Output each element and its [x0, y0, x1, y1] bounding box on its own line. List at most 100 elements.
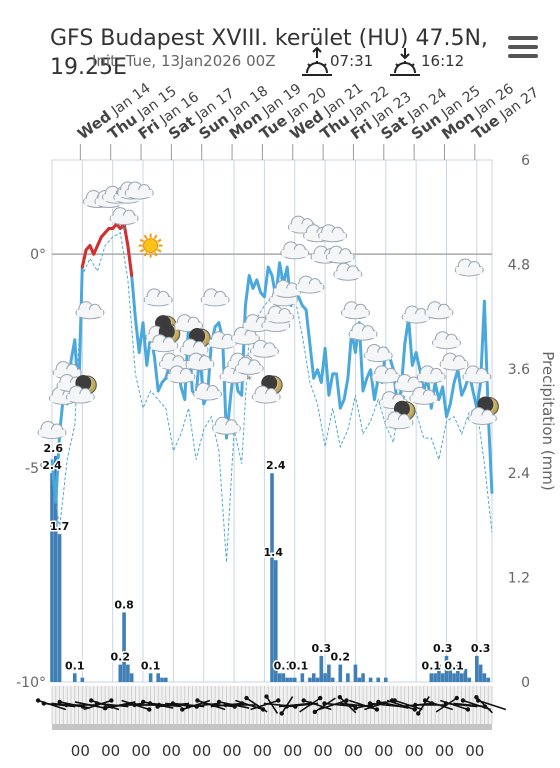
precip-bar [57, 534, 62, 682]
precip-bar [308, 677, 312, 682]
wind-arrow-shaft [477, 699, 507, 711]
temp-tick-label: 0° [30, 247, 46, 263]
model-init-time: Init: Tue, 13Jan2026 00Z [92, 52, 276, 70]
precip-bar [53, 455, 58, 682]
wind-arrow-head [474, 695, 479, 700]
sunset-icon [390, 48, 420, 76]
precip-bar [368, 677, 373, 682]
cloud-shape [160, 361, 187, 369]
wind-arrow-head [416, 711, 421, 716]
cloud-icon [230, 326, 260, 345]
wind-arrow-head [155, 704, 160, 709]
cloud-icon [185, 352, 215, 371]
cloud-icon [193, 382, 223, 401]
wind-arrow-head [276, 698, 281, 703]
cloud-shape [50, 395, 77, 403]
precip-value-label: 0.3 [471, 642, 491, 655]
wind-strip-bar [52, 724, 492, 730]
wind-arrow-head [147, 707, 152, 712]
snow-flake-mark: * [121, 224, 127, 237]
cloud-shape [266, 314, 293, 322]
precip-bar [353, 664, 358, 682]
wind-arrow-head [337, 695, 343, 700]
precip-axis-label: Precipitation (mm) [539, 351, 557, 490]
precipitation-bars [50, 455, 491, 682]
cloud-shape [175, 322, 202, 330]
cloud-icon [439, 352, 469, 371]
precip-bar [289, 677, 293, 682]
precip-bar [482, 673, 487, 682]
sun-disc [143, 238, 159, 254]
cloud-icon [416, 365, 446, 384]
precip-bar [285, 677, 289, 682]
wind-arrow-head [322, 701, 327, 706]
wind-arrow-shaft [324, 702, 357, 708]
wind-arrow-head [57, 699, 62, 705]
cloud-shape [395, 382, 422, 390]
precip-bar [463, 668, 468, 682]
cloud-shape [350, 331, 377, 339]
wind-arrow-shaft [246, 697, 268, 713]
cloud-shape [145, 296, 172, 304]
precip-tick-label: 1.2 [508, 571, 530, 587]
precip-bar [357, 677, 362, 682]
temperature-above-zero-segment [80, 248, 88, 269]
cloud-shape [281, 249, 308, 257]
cloud-icon [124, 181, 154, 200]
cloud-shape [312, 254, 339, 262]
cloud-icon [325, 245, 355, 264]
cloud-shape [150, 342, 177, 350]
cloud-icon [37, 421, 67, 440]
wind-arrow-head [367, 701, 373, 706]
precip-bar [327, 664, 331, 682]
precip-bar [156, 673, 161, 682]
cloud-icon [200, 288, 230, 307]
moon-cloud-icon [179, 327, 211, 357]
precip-value-label: 0.1 [274, 659, 294, 672]
hour-label: 00 [192, 742, 211, 760]
precip-bar [452, 673, 456, 682]
cloud-shape [319, 232, 346, 240]
hour-label: 00 [374, 742, 393, 760]
precip-value-label: 0.3 [312, 642, 332, 655]
precip-bar [383, 677, 388, 682]
wind-arrow-head [422, 698, 428, 703]
moon-cloud-icon [65, 375, 97, 404]
cloud-icon [272, 279, 302, 298]
sun-ray [153, 252, 158, 257]
precip-bar [277, 673, 282, 682]
wind-arrow-head [475, 698, 481, 703]
wind-arrow-head [460, 698, 466, 703]
cloud-icon [348, 322, 378, 341]
cloud-shape [289, 224, 316, 232]
cloud-shape [251, 348, 278, 356]
cloud-icon [166, 365, 196, 384]
wind-arrow-head [89, 698, 94, 703]
cloud-icon [265, 305, 295, 324]
wind-arrow-head [41, 701, 47, 706]
cloud-shape [57, 382, 84, 390]
hour-label: 00 [162, 742, 181, 760]
cloud-shape [327, 254, 354, 262]
hamburger-menu-icon[interactable] [508, 36, 538, 60]
wind-arrow-shaft [235, 699, 264, 711]
precip-tick-label: 6 [521, 153, 530, 169]
cloud-shape [304, 232, 331, 240]
sun-ray [143, 252, 148, 257]
cloud-icon [249, 339, 279, 358]
wind-arrow-head [312, 709, 318, 715]
weather-icons: ** [37, 181, 499, 440]
cloud-shape [243, 322, 270, 330]
cloud-shape [403, 314, 430, 322]
wind-arrow-shaft [348, 699, 378, 711]
precip-value-label: 0.3 [433, 642, 453, 655]
wind-arrow-head [132, 702, 137, 708]
wind-arrow-head [64, 702, 69, 708]
cloud-shape [232, 335, 259, 343]
cloud-shape [410, 395, 437, 403]
hour-label: 00 [223, 742, 242, 760]
wind-arrow-shaft [303, 699, 332, 711]
precip-value-label: 0.1 [444, 659, 464, 672]
cloud-shape [221, 373, 248, 381]
moon-cloud-icon [251, 375, 283, 404]
